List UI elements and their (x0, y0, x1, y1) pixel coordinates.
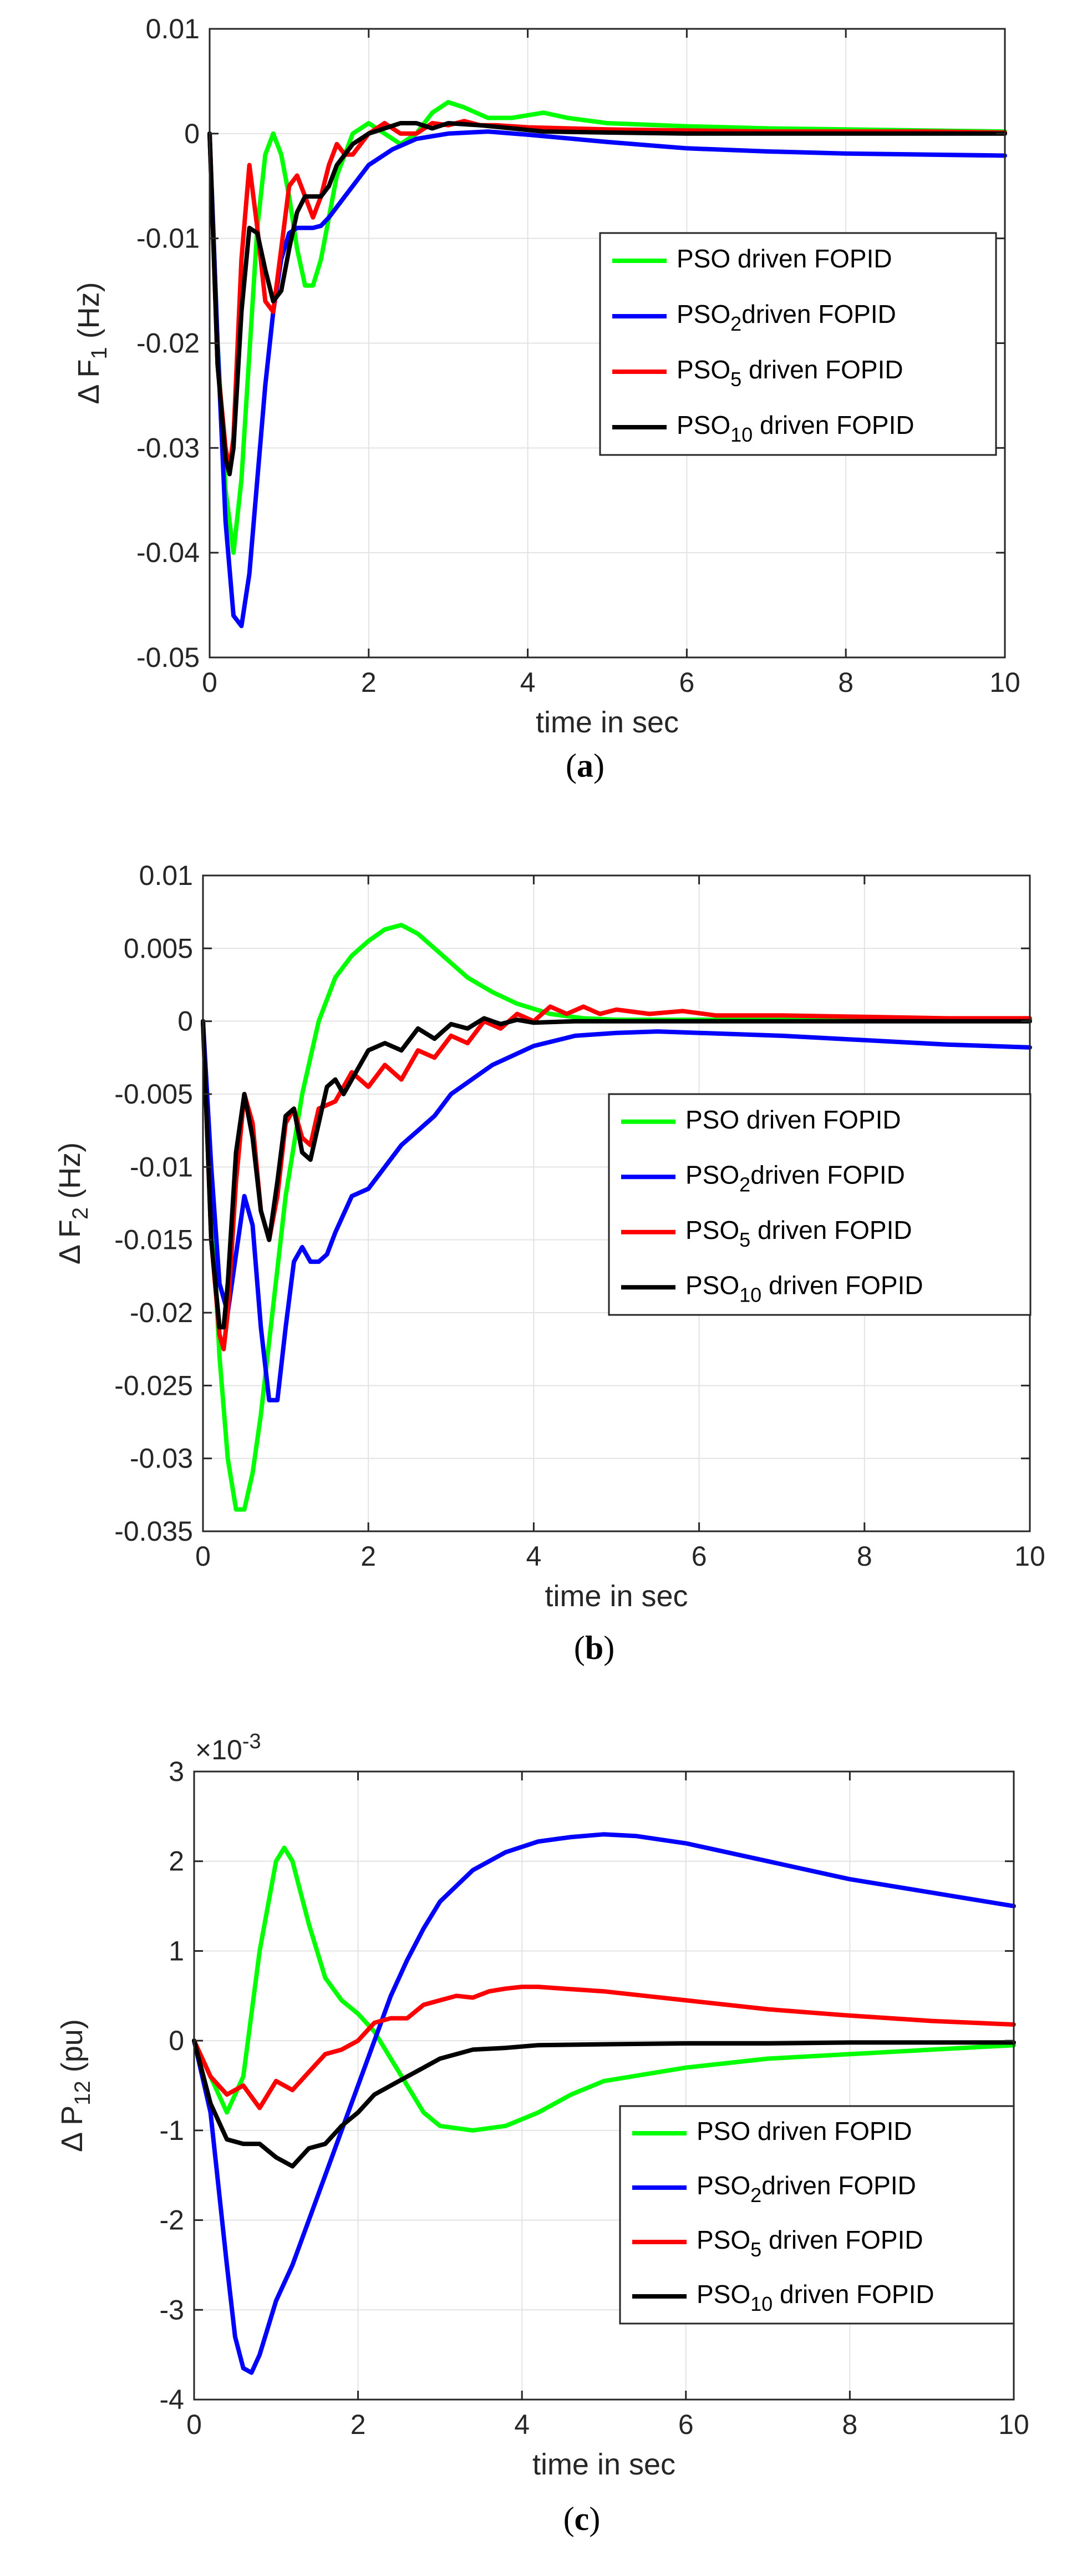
legend-box-c (619, 2105, 1015, 2325)
x-tick-label: 2 (350, 2409, 366, 2440)
y-axis-label-b: Δ F2 (Hz) (53, 1142, 93, 1264)
legend-label-3: PSO10 driven FOPID (677, 411, 914, 446)
series-group-a (207, 100, 1007, 629)
x-axis-label-b: time in sec (545, 1580, 688, 1613)
series-line-b-1 (201, 1019, 1032, 1403)
y-tick-label: -0.015 (114, 1224, 193, 1256)
axes-box-c (193, 1770, 1015, 2401)
series-line-a-2 (207, 119, 1007, 472)
series-group-c (192, 1832, 1016, 2375)
chart-panel-a: 0 2 4 6 8 10 -0.05 -0.04 -0.03 -0.02 -0.01 0 0.01 tim… (72, 13, 1020, 784)
y-tick-label: -0.005 (114, 1079, 193, 1110)
x-tick-label: 6 (679, 667, 694, 698)
legend-label-2: PSO5 driven FOPID (677, 355, 903, 391)
x-tick-label: 10 (989, 667, 1020, 698)
ticks-a: 0 2 4 6 8 10 -0.05 -0.04 -0.03 -0.02 -0.01 0 0.01 (136, 13, 1020, 698)
x-tick-label: 0 (186, 2409, 202, 2440)
x-tick-label: 2 (361, 667, 377, 698)
legend-label-1: PSO2driven FOPID (697, 2171, 916, 2206)
y-tick-label: -4 (160, 2384, 184, 2415)
legend-label-2: PSO5 driven FOPID (697, 2225, 923, 2261)
series-line-c-0 (192, 1845, 1016, 2133)
y-tick-label: -0.03 (136, 432, 200, 463)
y-tick-label: -3 (160, 2294, 184, 2325)
x-axis-label-c: time in sec (532, 2448, 675, 2481)
legend-label-1: PSO2driven FOPID (677, 300, 896, 335)
series-line-c-1 (192, 1832, 1016, 2375)
series-line-a-3 (207, 121, 1007, 477)
x-tick-label: 6 (678, 2409, 694, 2440)
y-axis-label-c: Δ P12 (pu) (55, 2019, 95, 2152)
series-line-c-2 (192, 1985, 1016, 2111)
legend-label-3: PSO10 driven FOPID (697, 2280, 934, 2315)
ticks-c: 0 2 4 6 8 10 -4 -3 -2 -1 0 1 2 3 (160, 1756, 1029, 2440)
y-tick-label: 0 (184, 118, 200, 149)
y-tick-label: 3 (169, 1756, 184, 1787)
series-group-b (201, 923, 1032, 1512)
legend-box-a (599, 232, 997, 456)
x-tick-label: 10 (1014, 1541, 1045, 1572)
legend-a: PSO driven FOPID PSO2driven FOPID PSO5 dri… (599, 232, 997, 456)
legend-b: PSO driven FOPID PSO2driven FOPID PSO5 dri… (608, 1093, 1032, 1316)
y-tick-label: 0 (177, 1006, 193, 1037)
y-tick-label: -0.02 (136, 328, 200, 359)
x-tick-label: 8 (842, 2409, 857, 2440)
y-tick-label: -0.035 (114, 1516, 193, 1547)
y-tick-label: 0 (169, 2025, 184, 2056)
chart-panel-c: 0 2 4 6 8 10 -4 -3 -2 -1 0 1 2 3 ×10-3 time in sec Δ P12… (55, 1730, 1029, 2537)
y-tick-label: -0.01 (130, 1151, 193, 1182)
y-tick-label: 2 (169, 1846, 184, 1877)
legend-label-2: PSO5 driven FOPID (685, 1216, 912, 1251)
x-tick-label: 10 (998, 2409, 1029, 2440)
y-tick-label: -0.04 (136, 537, 200, 568)
y-tick-label: -0.01 (136, 223, 200, 254)
panel-caption-b: (b) (574, 1629, 614, 1666)
y-tick-label: 1 (169, 1935, 184, 1966)
legend-label-0: PSO driven FOPID (685, 1105, 901, 1134)
legend-box-b (608, 1093, 1032, 1316)
chart-panel-b: 0 2 4 6 8 10 -0.035 -0.03 -0.025 -0.02 -0.015 -0.01… (53, 860, 1045, 1666)
series-line-c-3 (192, 2038, 1016, 2169)
x-tick-label: 4 (526, 1541, 541, 1572)
x-axis-label-a: time in sec (536, 706, 679, 739)
y-tick-label: -0.05 (136, 642, 200, 673)
x-tick-label: 4 (520, 667, 536, 698)
x-tick-label: 4 (514, 2409, 530, 2440)
y-tick-label: -0.025 (114, 1370, 193, 1401)
ticks-b: 0 2 4 6 8 10 -0.035 -0.03 -0.025 -0.02 -0.015 -0.01… (114, 860, 1045, 1572)
panel-caption-a: (a) (566, 747, 604, 784)
y-tick-label: -2 (160, 2205, 184, 2236)
y-tick-label: 0.005 (124, 933, 193, 964)
legend-label-0: PSO driven FOPID (697, 2117, 912, 2145)
legend-label-1: PSO2driven FOPID (685, 1160, 905, 1196)
x-tick-label: 0 (195, 1541, 211, 1572)
y-tick-label: 0.01 (146, 13, 200, 44)
series-line-a-0 (207, 100, 1007, 555)
y-tick-label: 0.01 (139, 860, 193, 891)
y-tick-label: -0.03 (130, 1443, 193, 1474)
y-exponent-label: ×10-3 (195, 1730, 261, 1765)
y-tick-label: -1 (160, 2115, 184, 2146)
legend-label-0: PSO driven FOPID (677, 244, 892, 273)
x-tick-label: 2 (360, 1541, 376, 1572)
series-line-a-1 (207, 129, 1007, 629)
legend-c: PSO driven FOPID PSO2driven FOPID PSO5 dri… (619, 2105, 1015, 2325)
series-line-b-3 (201, 1016, 1032, 1330)
panel-caption-c: (c) (563, 2501, 601, 2537)
y-tick-label: -0.02 (130, 1297, 193, 1328)
x-tick-label: 0 (202, 667, 217, 698)
legend-label-3: PSO10 driven FOPID (685, 1271, 923, 1306)
x-tick-label: 6 (692, 1541, 707, 1572)
x-tick-label: 8 (857, 1541, 872, 1572)
x-tick-label: 8 (838, 667, 853, 698)
y-axis-label-a: Δ F1 (Hz) (72, 282, 111, 404)
